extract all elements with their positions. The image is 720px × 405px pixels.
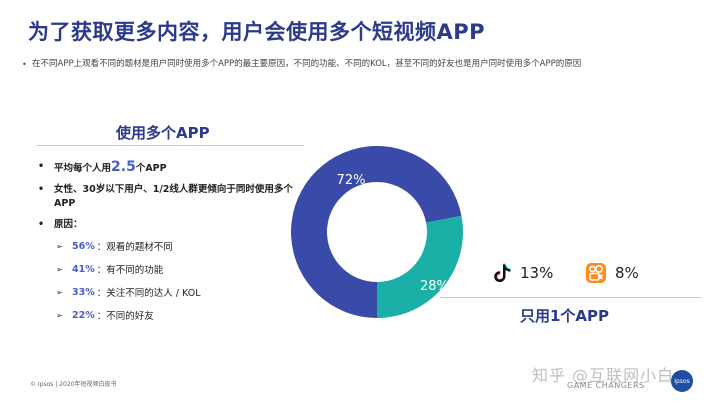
bullet-mark: • bbox=[38, 184, 45, 195]
demographics-text: 女性、30岁以下用户、1/2线人群更倾向于同时使用多个APP bbox=[54, 184, 293, 209]
reason-item: ➢ 56%：观看的题材不同 bbox=[56, 239, 303, 254]
donut-label-single-app: 28% bbox=[420, 279, 449, 294]
reason-percent: 56% bbox=[72, 240, 95, 252]
reason-percent: 41% bbox=[72, 263, 95, 275]
avg-suffix: 个APP bbox=[135, 163, 167, 174]
intro-text-content: 在不同APP上观看不同的题材是用户同时使用多个APP的最主要原因，不同的功能、不… bbox=[32, 59, 582, 69]
bullet-demographics: • 女性、30岁以下用户、1/2线人群更倾向于同时使用多个APP bbox=[38, 183, 303, 211]
arrow-right-icon: ➢ bbox=[56, 310, 63, 320]
kuaishou-share: 8% bbox=[585, 262, 639, 284]
single-app-section-title: 只用1个APP bbox=[520, 307, 610, 325]
bullet-mark: • bbox=[22, 60, 27, 69]
arrow-right-icon: ➢ bbox=[56, 287, 63, 297]
reason-separator: ： bbox=[96, 242, 107, 253]
bullet-mark: • bbox=[38, 161, 45, 172]
donut-label-multi-app: 72% bbox=[337, 173, 366, 188]
douyin-percent: 13% bbox=[520, 264, 554, 282]
kuaishou-percent: 8% bbox=[615, 264, 639, 282]
donut-chart: 72% 28% bbox=[291, 146, 463, 318]
page-title: 为了获取更多内容，用户会使用多个短视频APP bbox=[28, 20, 486, 44]
bullet-average: • 平均每个人用2.5个APP bbox=[38, 160, 303, 176]
bullet-mark: • bbox=[38, 219, 45, 230]
reasons-list: ➢ 56%：观看的题材不同 ➢ 41%：有不同的功能 ➢ 33%：关注不同的达人 / KO… bbox=[56, 239, 303, 323]
reason-item: ➢ 22%：不同的好友 bbox=[56, 308, 303, 323]
reason-percent: 22% bbox=[72, 309, 95, 321]
reason-text: 观看的题材不同 bbox=[106, 242, 173, 253]
intro-text: • 在不同APP上观看不同的题材是用户同时使用多个APP的最主要原因，不同的功能… bbox=[22, 58, 682, 71]
multi-app-section-title: 使用多个APP bbox=[116, 124, 210, 142]
reasons-label: 原因： bbox=[54, 219, 83, 230]
reason-item: ➢ 41%：有不同的功能 bbox=[56, 262, 303, 277]
reason-separator: ： bbox=[96, 311, 107, 322]
douyin-icon bbox=[494, 263, 511, 282]
bullet-reasons: • 原因： bbox=[38, 218, 303, 232]
brand-tagline: GAME CHANGERS bbox=[567, 381, 645, 390]
ipsos-logo-text: Ipsos bbox=[674, 377, 690, 385]
kuaishou-icon bbox=[586, 263, 606, 283]
reason-text: 不同的好友 bbox=[106, 311, 154, 322]
reason-item: ➢ 33%：关注不同的达人 / KOL bbox=[56, 285, 303, 300]
donut-slice-multi-app bbox=[291, 146, 462, 318]
single-app-divider bbox=[440, 297, 702, 298]
arrow-right-icon: ➢ bbox=[56, 241, 63, 251]
avg-value: 2.5 bbox=[111, 159, 136, 175]
footer-copyright: © Ipsos | 2020年短视频白皮书 bbox=[30, 381, 117, 388]
bullet-list: • 平均每个人用2.5个APP • 女性、30岁以下用户、1/2线人群更倾向于同… bbox=[38, 160, 303, 331]
reason-text: 有不同的功能 bbox=[106, 265, 164, 276]
reason-text: 关注不同的达人 / KOL bbox=[106, 288, 201, 299]
donut-slice-single-app bbox=[377, 215, 463, 318]
ipsos-logo: Ipsos bbox=[671, 370, 693, 392]
reason-separator: ： bbox=[96, 265, 107, 276]
arrow-right-icon: ➢ bbox=[56, 264, 63, 274]
avg-prefix: 平均每个人用 bbox=[54, 163, 112, 174]
douyin-share: 13% bbox=[492, 262, 553, 284]
watermark: 知乎 @互联网小白 bbox=[532, 366, 675, 385]
section-divider bbox=[36, 145, 304, 146]
reason-separator: ： bbox=[96, 288, 107, 299]
reason-percent: 33% bbox=[72, 286, 95, 298]
